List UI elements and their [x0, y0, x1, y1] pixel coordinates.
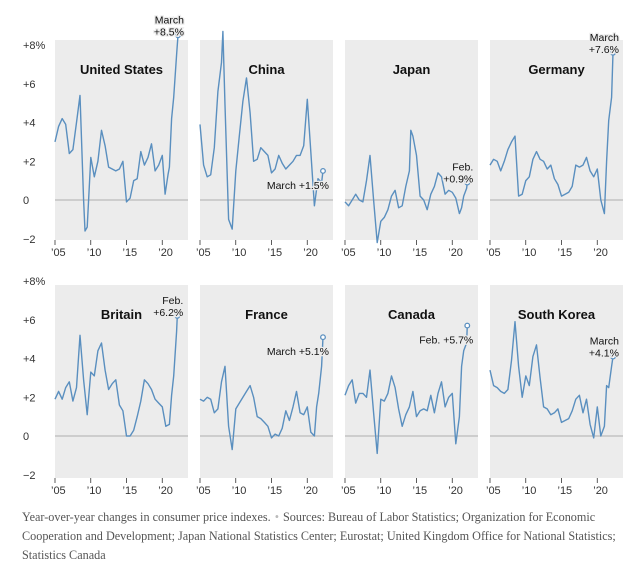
series-line: [344, 129, 468, 244]
x-tick-label: ’20: [593, 247, 608, 259]
y-tick-label: 0: [23, 195, 29, 207]
x-tick-label: ’15: [268, 247, 283, 259]
series-endpoint: [320, 167, 326, 174]
x-tick-label: ’20: [448, 485, 463, 497]
series-line: [344, 325, 468, 455]
x-tick-label: ’05: [51, 485, 66, 497]
x-tick-label: ’15: [413, 247, 428, 259]
annotation-label: March +1.5%: [267, 180, 329, 192]
panel-title: Canada: [388, 307, 436, 322]
x-tick-label: ’20: [158, 247, 173, 259]
y-tick-label: +4: [23, 118, 36, 130]
chart-panel: ’05 ’10 ’15 ’20 Japan Feb.+0.9%: [341, 40, 478, 259]
panel-title: Britain: [101, 307, 142, 322]
x-tick-label: ’20: [303, 485, 318, 497]
chart-panel: ’05 ’10 ’15 ’20 United States March+8.5%: [51, 13, 188, 259]
y-tick-label: −2: [23, 234, 36, 246]
panel-title: Germany: [528, 62, 585, 77]
series-endpoint: [610, 49, 616, 56]
chart-note: Year-over-year changes in consumer price…: [22, 508, 622, 565]
annotation-label: +8.5%: [154, 26, 184, 38]
annotation-label: March: [590, 336, 619, 348]
annotation-label: Feb. +5.7%: [419, 335, 473, 347]
annotation-label: Feb.: [162, 295, 183, 307]
panel-background: [345, 285, 478, 478]
y-tick-label: +2: [23, 392, 36, 404]
chart-panel: ’05 ’10 ’15 ’20 France March +5.1%: [196, 285, 333, 497]
x-tick-label: ’15: [413, 485, 428, 497]
x-tick-label: ’10: [377, 485, 392, 497]
series-endpoint: [464, 179, 471, 186]
series-line: [489, 52, 614, 215]
series-line: [199, 30, 324, 230]
annotation-label: Feb.: [452, 162, 473, 174]
note-sources: Sources: Bureau of Labor Statistics; Org…: [22, 510, 616, 562]
panel-title: France: [245, 307, 288, 322]
x-tick-label: ’05: [196, 247, 211, 259]
panel-background: [345, 40, 478, 240]
chart-panel: ’05 ’10 ’15 ’20 Germany March+7.6%: [486, 31, 623, 259]
x-tick-label: ’20: [158, 485, 173, 497]
series-endpoint: [320, 334, 326, 341]
panel-background: [200, 40, 333, 240]
x-tick-label: ’15: [123, 247, 138, 259]
x-tick-label: ’05: [51, 247, 66, 259]
panel-title: China: [248, 62, 285, 77]
panel-background: [490, 285, 623, 478]
annotation-label: +0.9%: [443, 174, 473, 186]
annotation-label: +6.2%: [153, 307, 183, 319]
annotation-label: March +5.1%: [267, 346, 329, 358]
y-tick-label: 0: [23, 431, 29, 443]
series-endpoint: [175, 32, 181, 39]
annotation-label: March: [155, 14, 184, 26]
y-tick-label: +6: [23, 79, 36, 91]
y-tick-label: −2: [23, 470, 36, 482]
annotation-label: +4.1%: [589, 348, 619, 360]
series-endpoint: [610, 353, 616, 360]
y-tick-label: +8%: [23, 40, 46, 52]
series-line: [199, 337, 324, 451]
annotation-label: +7.6%: [589, 44, 619, 56]
x-tick-label: ’15: [268, 485, 283, 497]
y-tick-label: +8%: [23, 276, 46, 288]
x-tick-label: ’10: [377, 247, 392, 259]
x-tick-label: ’20: [303, 247, 318, 259]
y-tick-label: +2: [23, 156, 36, 168]
y-tick-label: +4: [23, 354, 36, 366]
x-tick-label: ’10: [87, 485, 102, 497]
x-tick-label: ’10: [522, 247, 537, 259]
x-tick-label: ’10: [232, 485, 247, 497]
x-tick-label: ’20: [448, 247, 463, 259]
x-tick-label: ’15: [558, 247, 573, 259]
x-tick-label: ’05: [341, 247, 356, 259]
chart-panel: ’05 ’10 ’15 ’20 South Korea March+4.1%: [486, 285, 623, 497]
x-tick-label: ’05: [341, 485, 356, 497]
series-line: [54, 315, 178, 437]
x-tick-label: ’05: [486, 485, 501, 497]
series-line: [54, 35, 179, 232]
panel-title: United States: [80, 62, 163, 77]
x-tick-label: ’15: [558, 485, 573, 497]
x-tick-label: ’05: [486, 247, 501, 259]
x-tick-label: ’20: [593, 485, 608, 497]
chart-panel: ’05 ’10 ’15 ’20 China March +1.5%: [196, 30, 333, 259]
x-tick-label: ’05: [196, 485, 211, 497]
x-tick-label: ’10: [232, 247, 247, 259]
panel-background: [55, 40, 188, 240]
series-line: [489, 321, 614, 439]
x-tick-label: ’15: [123, 485, 138, 497]
chart-panel: ’05 ’10 ’15 ’20 Britain Feb.+6.2%: [51, 285, 188, 497]
panel-title: Japan: [393, 62, 431, 77]
note-separator: •: [274, 510, 279, 524]
note-description: Year-over-year changes in consumer price…: [22, 510, 271, 524]
x-tick-label: ’10: [522, 485, 537, 497]
series-endpoint: [464, 322, 471, 329]
panel-title: South Korea: [518, 307, 596, 322]
y-tick-label: +6: [23, 315, 36, 327]
chart-panel: ’05 ’10 ’15 ’20 Canada Feb. +5.7%: [341, 285, 478, 497]
x-tick-label: ’10: [87, 247, 102, 259]
annotation-label: March: [590, 32, 619, 44]
series-endpoint: [174, 312, 181, 319]
